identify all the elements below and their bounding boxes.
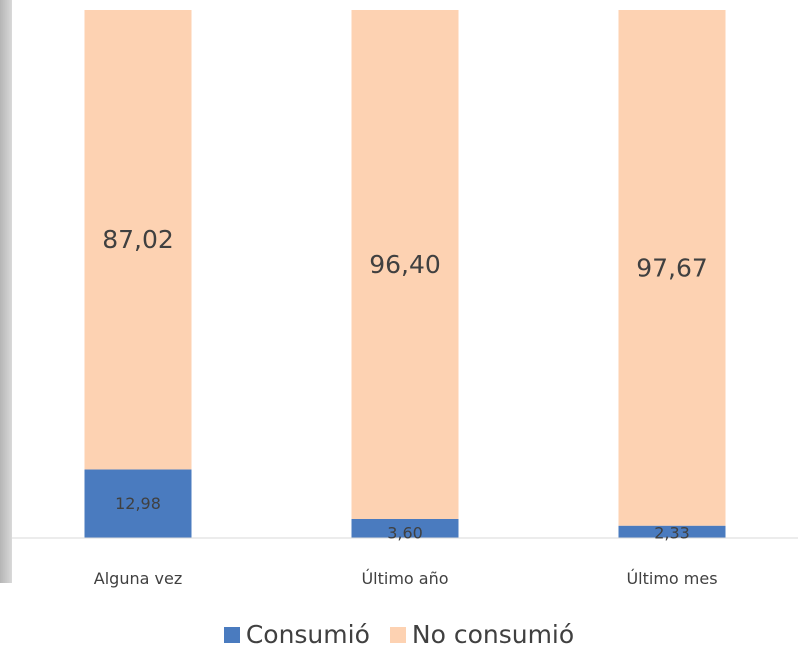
segment-labels: 12,98 87,02 3,60 96,40 2,33 97,67 [102, 225, 708, 542]
legend-label-no-consumio: No consumió [411, 620, 575, 649]
bar-segment-no-consumio-1 [351, 10, 459, 519]
category-labels: Alguna vez Último año Último mes [94, 569, 718, 588]
bars-group [84, 10, 726, 538]
data-label-no-consumio-2: 97,67 [636, 253, 708, 282]
bar-segment-consumio-1 [351, 518, 459, 538]
data-label-no-consumio-0: 87,02 [102, 225, 174, 254]
bar-segment-consumio-2 [618, 525, 726, 538]
bar-segment-no-consumio-2 [618, 10, 726, 526]
legend-item-consumio: Consumió [223, 620, 370, 649]
data-label-consumio-2: 2,33 [654, 524, 690, 543]
category-label-1: Último año [361, 569, 448, 588]
legend-swatch-consumio [223, 626, 240, 643]
legend-label-consumio: Consumió [245, 620, 370, 649]
legend-swatch-no-consumio [389, 626, 406, 643]
bar-segment-no-consumio-0 [84, 10, 192, 470]
left-edge-shadow [0, 0, 12, 583]
legend-item-no-consumio: No consumió [389, 620, 575, 649]
data-label-consumio-0: 12,98 [115, 494, 161, 513]
legend: Consumió No consumió [0, 620, 798, 649]
data-label-no-consumio-1: 96,40 [369, 250, 441, 279]
category-label-2: Último mes [626, 569, 717, 588]
data-label-consumio-1: 3,60 [387, 524, 423, 543]
category-label-0: Alguna vez [94, 569, 182, 588]
bar-segment-consumio-0 [84, 469, 192, 538]
